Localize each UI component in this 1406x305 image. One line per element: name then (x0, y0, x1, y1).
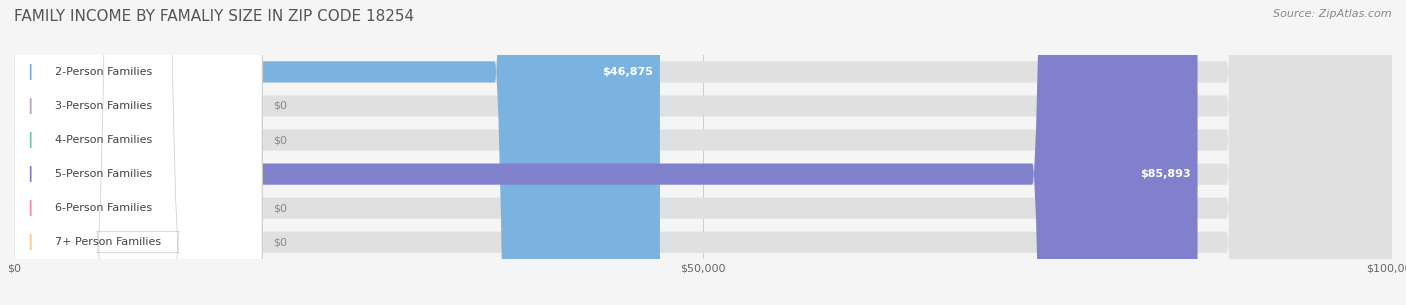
Text: 7+ Person Families: 7+ Person Families (55, 237, 162, 247)
FancyBboxPatch shape (14, 0, 1392, 305)
Text: Source: ZipAtlas.com: Source: ZipAtlas.com (1274, 9, 1392, 19)
FancyBboxPatch shape (14, 0, 262, 305)
FancyBboxPatch shape (14, 0, 262, 305)
FancyBboxPatch shape (14, 0, 1392, 305)
Text: $0: $0 (273, 101, 287, 111)
Text: 6-Person Families: 6-Person Families (55, 203, 152, 213)
Text: $0: $0 (273, 203, 287, 213)
FancyBboxPatch shape (14, 0, 262, 305)
FancyBboxPatch shape (14, 0, 1392, 305)
FancyBboxPatch shape (14, 0, 262, 305)
FancyBboxPatch shape (14, 0, 262, 305)
Text: 4-Person Families: 4-Person Families (55, 135, 153, 145)
Text: FAMILY INCOME BY FAMALIY SIZE IN ZIP CODE 18254: FAMILY INCOME BY FAMALIY SIZE IN ZIP COD… (14, 9, 415, 24)
FancyBboxPatch shape (14, 0, 1392, 305)
Text: $0: $0 (273, 135, 287, 145)
Text: $0: $0 (273, 237, 287, 247)
FancyBboxPatch shape (14, 0, 1198, 305)
Text: $46,875: $46,875 (602, 67, 652, 77)
FancyBboxPatch shape (14, 0, 262, 305)
FancyBboxPatch shape (14, 0, 659, 305)
Text: 2-Person Families: 2-Person Families (55, 67, 153, 77)
Text: 5-Person Families: 5-Person Families (55, 169, 152, 179)
Text: 3-Person Families: 3-Person Families (55, 101, 152, 111)
FancyBboxPatch shape (14, 0, 1392, 305)
FancyBboxPatch shape (14, 0, 1392, 305)
Text: $85,893: $85,893 (1140, 169, 1191, 179)
